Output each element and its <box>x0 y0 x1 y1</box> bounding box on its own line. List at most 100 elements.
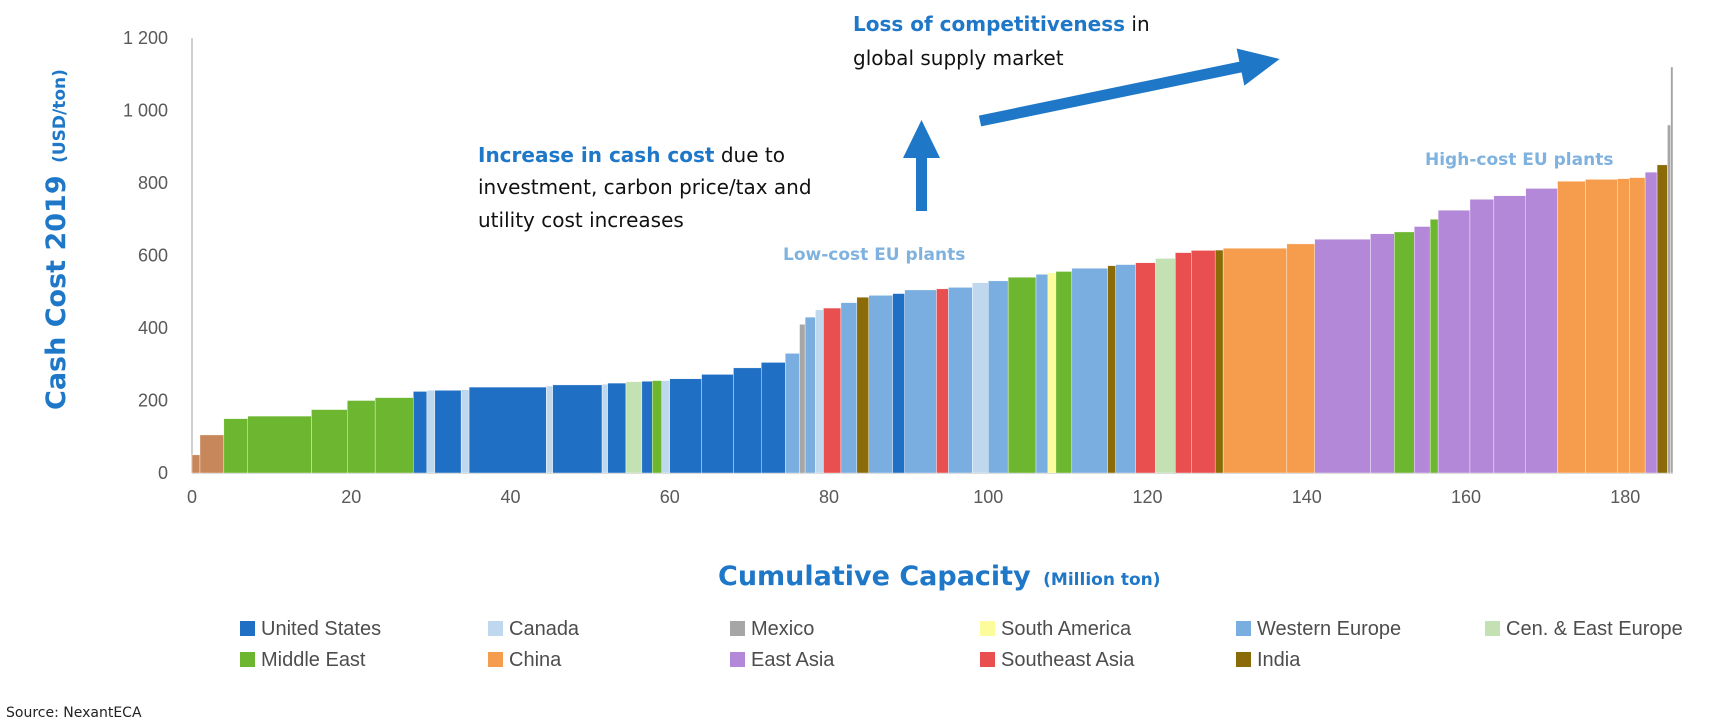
bar-segment <box>1414 226 1431 474</box>
bar-segment <box>607 382 627 474</box>
bar-segment <box>1135 262 1156 474</box>
bar-segment <box>1469 199 1495 474</box>
bar-segment <box>1557 180 1586 474</box>
annotation-low-cost-eu: Low-cost EU plants <box>783 245 965 265</box>
bar-segment <box>374 397 414 474</box>
x-tick-label: 120 <box>1132 487 1162 507</box>
y-tick-label: 200 <box>138 391 168 411</box>
legend-item: United States <box>240 618 381 640</box>
legend-swatch <box>980 652 995 667</box>
legend-item: Southeast Asia <box>980 649 1135 671</box>
bar-segment <box>1286 243 1315 474</box>
bar-segment <box>1644 171 1658 474</box>
bar-segment <box>1214 249 1224 474</box>
legend-swatch <box>240 652 255 667</box>
legend-label: South America <box>1001 618 1132 640</box>
legend-item: China <box>488 649 562 671</box>
legend-label: Mexico <box>751 618 814 640</box>
y-tick-label: 400 <box>138 318 168 338</box>
bar-segment <box>936 288 949 474</box>
bar-segment <box>1617 178 1630 474</box>
bar-segment <box>1525 188 1558 474</box>
bar-segment <box>601 383 608 474</box>
legend-item: East Asia <box>730 649 835 671</box>
bar-segment <box>972 282 989 474</box>
legend-item: South America <box>980 618 1132 640</box>
y-tick-label: 600 <box>138 246 168 266</box>
legend-swatch <box>1485 621 1500 636</box>
bar-segment <box>1394 231 1415 474</box>
bar-segment <box>948 287 973 474</box>
legend-item: India <box>1236 649 1301 671</box>
bar-segment <box>1629 177 1646 474</box>
x-tick-label: 100 <box>973 487 1003 507</box>
x-tick-labels: 0 20 40 60 80 100 120 140 160 180 <box>187 487 1640 507</box>
source-note: Source: NexantECA <box>6 705 142 721</box>
bar-segment <box>840 302 858 474</box>
bar-segment <box>669 378 702 474</box>
y-tick-label: 800 <box>138 173 168 193</box>
bar-segment <box>1667 124 1671 474</box>
bar-segment <box>1670 66 1674 474</box>
annotation-loss-line2: global supply market <box>853 46 1064 70</box>
bar-segment <box>1370 233 1395 474</box>
up-arrow-icon <box>903 120 940 211</box>
bar-segment <box>904 289 937 474</box>
legend-label: China <box>509 649 562 671</box>
legend-item: Middle East <box>240 649 366 671</box>
legend-item: Cen. & East Europe <box>1485 618 1683 640</box>
bar-segment <box>1493 195 1526 474</box>
x-tick-label: 40 <box>500 487 520 507</box>
bar-segment <box>460 389 470 474</box>
bar-segment <box>1035 274 1049 474</box>
y-axis-label: Cash Cost 2019 (USD/ton) <box>41 69 72 410</box>
legend-label: East Asia <box>751 649 835 671</box>
bar-segment <box>1115 264 1136 474</box>
bar-segment <box>247 415 312 474</box>
x-tick-label: 80 <box>819 487 839 507</box>
bar-segment <box>661 380 670 474</box>
x-tick-label: 60 <box>660 487 680 507</box>
legend-swatch <box>488 621 503 636</box>
bar-segment <box>468 386 547 474</box>
bar-segment <box>1007 277 1037 474</box>
bar-segment <box>1047 272 1057 474</box>
legend-item: Mexico <box>730 618 814 640</box>
bar-segment <box>1429 219 1439 474</box>
bar-segment <box>426 390 436 474</box>
legend: United States Canada Mexico South America We… <box>240 618 1683 671</box>
legend-swatch <box>488 652 503 667</box>
legend-label: United States <box>261 618 381 640</box>
legend-label: Middle East <box>261 649 366 671</box>
bar-segment <box>199 434 225 474</box>
legend-swatch <box>730 652 745 667</box>
bar-segment <box>1585 179 1618 474</box>
bar-segment <box>868 295 893 474</box>
bar-segment <box>988 280 1009 474</box>
x-tick-label: 180 <box>1610 487 1640 507</box>
annotation-loss-line1: Loss of competitiveness in <box>853 12 1150 36</box>
bar-segment <box>1656 164 1668 474</box>
bar-segment <box>223 418 248 474</box>
x-tick-label: 140 <box>1292 487 1322 507</box>
bar-segment <box>552 384 603 474</box>
bar-segment <box>652 380 662 474</box>
diagonal-arrow-icon <box>978 48 1280 127</box>
legend-item: Canada <box>488 618 580 640</box>
bar-segment <box>1314 238 1371 474</box>
x-tick-label: 160 <box>1451 487 1481 507</box>
bar-segment <box>785 353 800 474</box>
x-tick-label: 0 <box>187 487 197 507</box>
bar-segment <box>856 296 869 474</box>
bar-segment <box>1437 209 1471 474</box>
annotation-increase-line3: utility cost increases <box>478 208 684 232</box>
bar-segment <box>1071 267 1108 474</box>
legend-label: India <box>1257 649 1301 671</box>
annotation-increase-line1: Increase in cash cost due to <box>478 143 785 167</box>
legend-swatch <box>1236 652 1251 667</box>
bar-segment <box>413 391 428 474</box>
legend-swatch <box>980 621 995 636</box>
legend-swatch <box>1236 621 1251 636</box>
bar-segment <box>546 385 553 474</box>
